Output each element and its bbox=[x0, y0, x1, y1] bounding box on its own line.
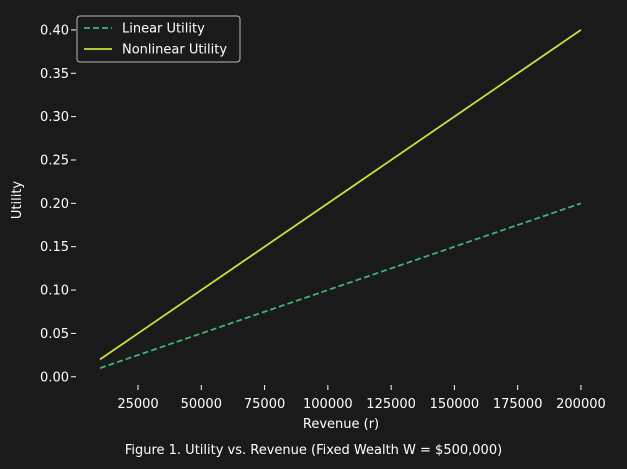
figure-caption: Figure 1. Utility vs. Revenue (Fixed Wea… bbox=[124, 443, 503, 458]
x-tick-label: 75000 bbox=[244, 397, 285, 412]
x-tick-label: 50000 bbox=[181, 397, 222, 412]
series-line-1 bbox=[99, 202, 582, 369]
legend-label: Linear Utility bbox=[122, 22, 205, 37]
y-tick-label: 0.25 bbox=[40, 153, 69, 168]
series-lines bbox=[99, 29, 582, 369]
x-tick-label: 200000 bbox=[556, 397, 606, 412]
series-line-2 bbox=[99, 29, 582, 361]
y-tick-label: 0.10 bbox=[40, 284, 69, 299]
y-tick-label: 0.00 bbox=[40, 370, 69, 385]
y-tick-label: 0.15 bbox=[40, 240, 69, 255]
y-tick-label: 0.30 bbox=[40, 110, 69, 125]
x-axis-ticks: 25000 50000 75000 100000 125000 150000 175000 2… bbox=[117, 385, 606, 412]
legend-box bbox=[76, 15, 241, 63]
x-tick-label: 150000 bbox=[430, 397, 480, 412]
y-tick-label: 0.05 bbox=[40, 327, 69, 342]
y-tick-label: 0.35 bbox=[40, 67, 69, 82]
x-tick-label: 175000 bbox=[493, 397, 543, 412]
y-tick-label: 0.40 bbox=[40, 23, 69, 38]
y-tick-label: 0.20 bbox=[40, 197, 69, 212]
x-tick-label: 25000 bbox=[117, 397, 158, 412]
legend: Linear Utility Nonlinear Utility bbox=[76, 15, 241, 63]
x-tick-label: 125000 bbox=[366, 397, 416, 412]
legend-label: Nonlinear Utility bbox=[122, 43, 227, 58]
x-tick-label: 100000 bbox=[303, 397, 353, 412]
y-axis-label: Utility bbox=[10, 181, 25, 220]
x-axis-label: Revenue (r) bbox=[303, 417, 379, 432]
y-axis-ticks: 0.00 0.05 0.10 0.15 0.20 0.25 0.30 0.35 0.40 bbox=[40, 23, 76, 385]
